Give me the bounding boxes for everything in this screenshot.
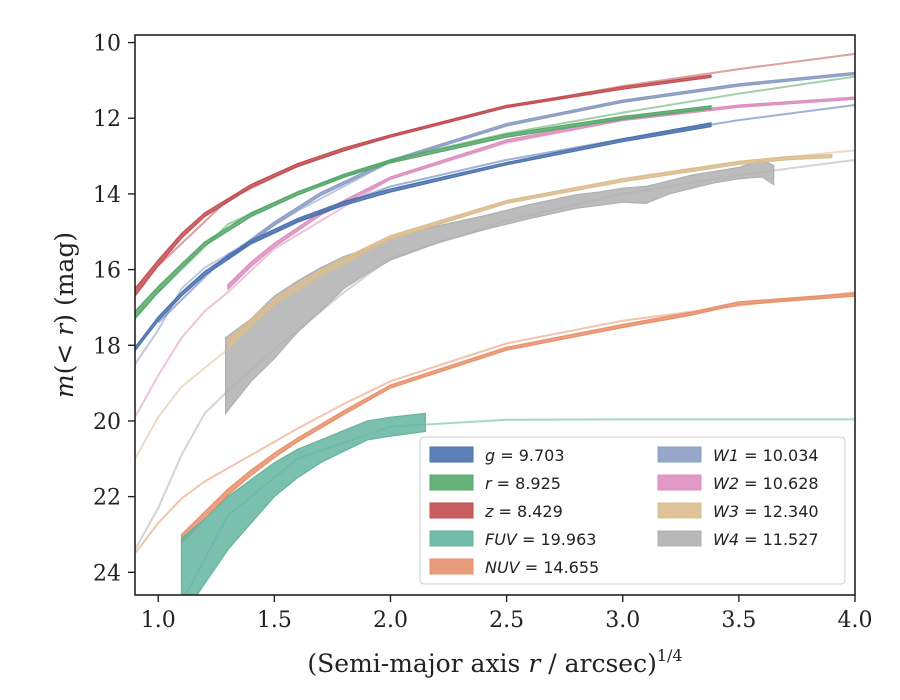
series-g bbox=[135, 104, 855, 352]
y-tick-label: 14 bbox=[93, 183, 121, 208]
band-r bbox=[135, 105, 712, 320]
y-tick-label: 18 bbox=[93, 334, 121, 359]
y-tick-label: 12 bbox=[93, 107, 121, 132]
band-nuv bbox=[180, 292, 855, 546]
y-tick-label: 20 bbox=[93, 410, 121, 435]
legend-item-z: z = 8.429 bbox=[429, 502, 563, 521]
x-tick-label: 2.0 bbox=[373, 608, 408, 633]
band-w1 bbox=[227, 71, 855, 262]
model-curve-nuv bbox=[135, 291, 855, 555]
legend-item-w4: W4 = 11.527 bbox=[657, 530, 819, 549]
legend-item-w3: W3 = 12.340 bbox=[657, 502, 819, 521]
legend-swatch bbox=[429, 502, 474, 519]
band-z bbox=[135, 74, 712, 298]
y-tick-label: 10 bbox=[93, 32, 121, 57]
y-tick-label: 24 bbox=[93, 561, 121, 586]
series-z bbox=[135, 52, 855, 298]
legend-swatch bbox=[429, 530, 474, 547]
x-tick-label: 3.0 bbox=[605, 608, 640, 633]
legend-swatch bbox=[657, 530, 702, 547]
axis-ticks bbox=[128, 41, 856, 602]
series-fuv bbox=[180, 412, 855, 595]
plot-frame bbox=[134, 34, 856, 596]
legend-label: W3 = 12.340 bbox=[713, 502, 819, 521]
tick-labels: 1.0 1.5 2.0 2.5 3.0 3.5 4.0 10 12 14 16 18 20 22 24 bbox=[93, 32, 873, 633]
band-w3 bbox=[227, 153, 833, 349]
x-tick-label: 1.5 bbox=[257, 608, 292, 633]
legend-label: W2 = 10.628 bbox=[713, 474, 819, 493]
x-tick-label: 4.0 bbox=[838, 608, 873, 633]
legend-label: r = 8.925 bbox=[485, 474, 561, 493]
legend-item-w1: W1 = 10.034 bbox=[657, 446, 819, 465]
y-tick-label: 22 bbox=[93, 486, 121, 511]
y-tick-label: 16 bbox=[93, 259, 121, 284]
legend-swatch bbox=[429, 474, 474, 491]
band-w4 bbox=[225, 159, 775, 416]
legend-box bbox=[419, 436, 846, 585]
series-r bbox=[135, 75, 855, 320]
legend-swatch bbox=[429, 558, 474, 575]
legend-item-r: r = 8.925 bbox=[429, 474, 561, 493]
band-g bbox=[135, 122, 712, 352]
legend-item-fuv: FUV = 19.963 bbox=[429, 530, 596, 549]
legend-swatch bbox=[429, 446, 474, 463]
legend-swatch bbox=[657, 474, 702, 491]
band-fuv bbox=[180, 412, 426, 595]
x-tick-label: 3.5 bbox=[721, 608, 756, 633]
legend: g = 9.703 r = 8.925 z = 8.429 FUV = 19.963 N… bbox=[419, 436, 846, 585]
legend-swatch bbox=[657, 502, 702, 519]
legend-label: FUV = 19.963 bbox=[485, 530, 596, 549]
legend-label: g = 9.703 bbox=[485, 446, 565, 465]
legend-item-g: g = 9.703 bbox=[429, 446, 565, 465]
series-w3 bbox=[135, 149, 855, 460]
series-layer bbox=[135, 52, 855, 595]
legend-label: z = 8.429 bbox=[484, 502, 563, 521]
legend-swatch bbox=[657, 446, 702, 463]
x-tick-label: 2.5 bbox=[489, 608, 524, 633]
legend-label: NUV = 14.655 bbox=[485, 558, 599, 577]
x-axis-label: (Semi-major axis r / arcsec)1/4 bbox=[307, 646, 682, 678]
legend-item-nuv: NUV = 14.655 bbox=[429, 558, 599, 577]
x-tick-label: 1.0 bbox=[141, 608, 176, 633]
y-axis-label: m(< r) (mag) bbox=[50, 232, 79, 398]
legend-label: W4 = 11.527 bbox=[713, 530, 819, 549]
series-nuv bbox=[135, 291, 855, 555]
legend-label: W1 = 10.034 bbox=[713, 446, 819, 465]
legend-item-w2: W2 = 10.628 bbox=[657, 474, 819, 493]
